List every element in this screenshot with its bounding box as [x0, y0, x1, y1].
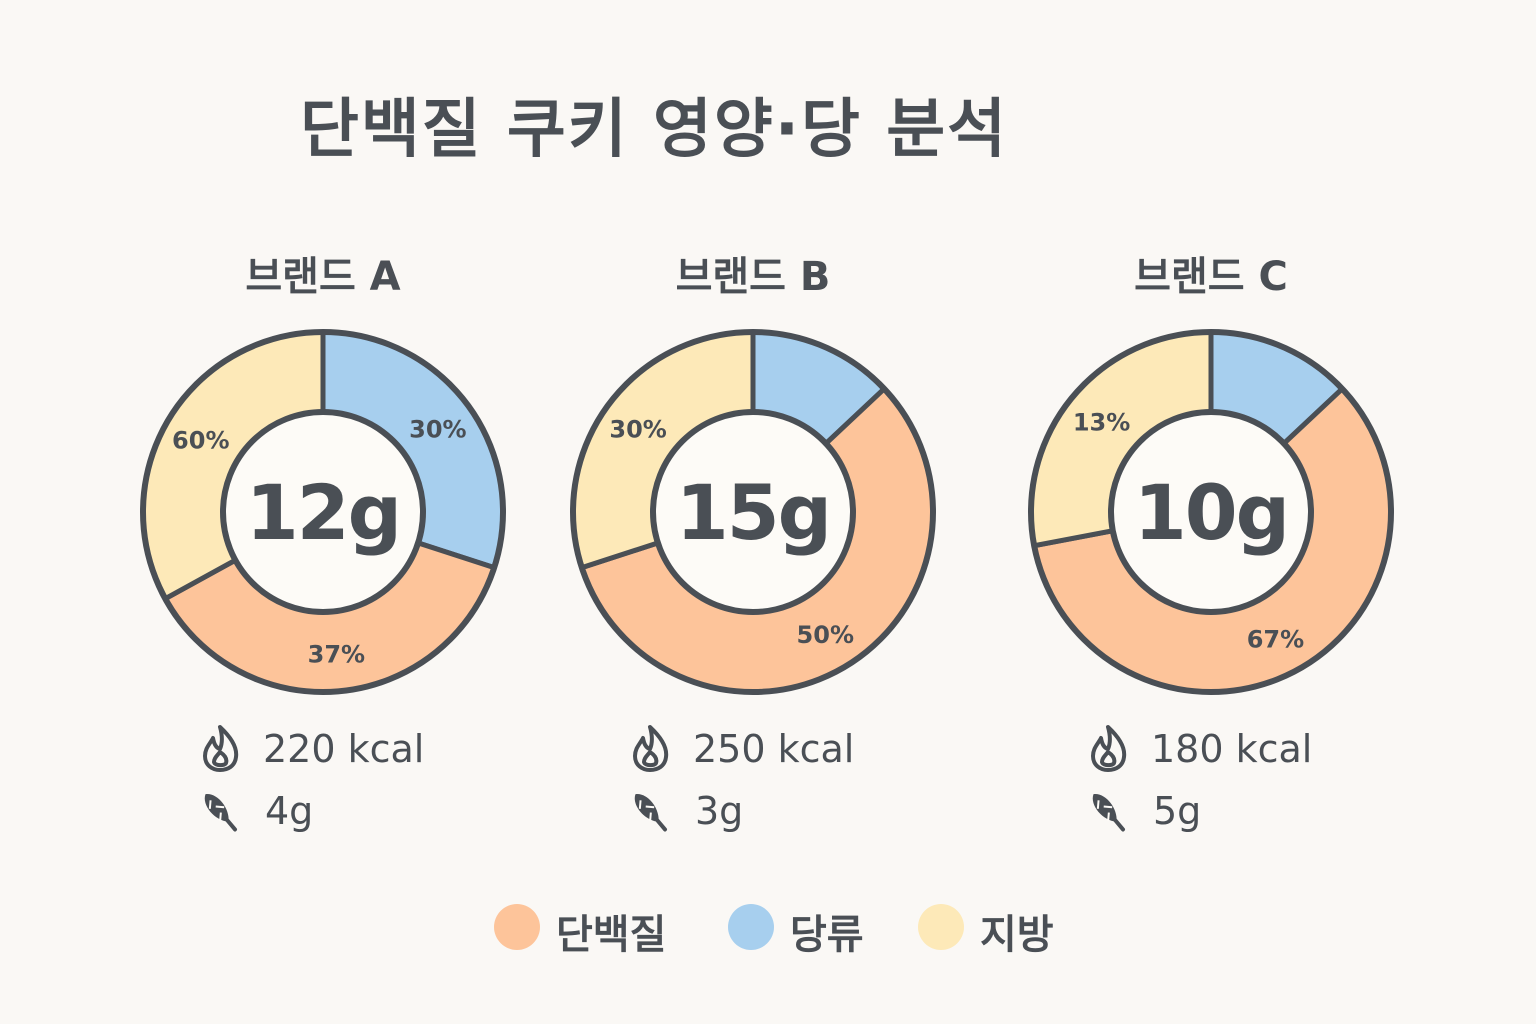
leaf-veins — [208, 800, 225, 822]
fiber-value: 3g — [695, 789, 743, 833]
donut-center — [220, 409, 426, 615]
brand-title: 브랜드 C — [1134, 254, 1288, 300]
center-value: 15g — [676, 468, 830, 557]
donut-outline — [140, 329, 506, 695]
legend-label-protein: 단백질 — [556, 912, 667, 958]
calories-value: 220 kcal — [263, 727, 424, 771]
slice-label: 67% — [1247, 626, 1304, 654]
leaf-veins — [638, 800, 655, 822]
donut-outline — [570, 329, 936, 695]
donut-chart-2: 브랜드 B 50% 30% 15g 250 kcal 3g — [570, 254, 936, 833]
legend-label-fat: 지방 — [980, 912, 1054, 958]
legend-label-sugar: 당류 — [790, 912, 864, 958]
flame-icon — [1091, 725, 1127, 772]
legend-swatch-protein — [494, 904, 540, 950]
legend-swatch-sugar — [728, 904, 774, 950]
flame-icon — [203, 725, 239, 772]
donut-chart-3: 브랜드 C 67% 13% 10g 180 kcal 5g — [1028, 254, 1394, 833]
brand-title: 브랜드 B — [676, 254, 831, 300]
fiber-value: 5g — [1153, 789, 1201, 833]
center-value: 10g — [1134, 468, 1288, 557]
leaf-icon — [204, 794, 237, 832]
slice-label: 37% — [308, 640, 365, 668]
center-value: 12g — [246, 468, 400, 557]
fiber-value: 4g — [265, 789, 313, 833]
brand-title: 브랜드 A — [245, 254, 400, 300]
leaf-stem — [225, 818, 237, 832]
calories-value: 250 kcal — [693, 727, 854, 771]
leaf-icon — [634, 794, 667, 832]
page-title: 단백질 쿠키 영양·당 분석 — [300, 93, 1008, 167]
slice-label: 50% — [797, 621, 854, 649]
slice-label: 30% — [409, 416, 466, 444]
leaf-stem — [655, 818, 667, 832]
slice-label: 30% — [609, 416, 666, 444]
leaf-stem — [1113, 818, 1125, 832]
donut-chart-1: 브랜드 A 30% 37% 60% 12g 220 kcal 4g — [140, 254, 506, 833]
legend-swatch-fat — [918, 904, 964, 950]
slice-label: 13% — [1073, 408, 1130, 436]
donut-center — [1108, 409, 1314, 615]
legend: 단백질 당류 지방 — [0, 898, 1536, 958]
leaf-veins — [1096, 800, 1113, 822]
calories-value: 180 kcal — [1151, 727, 1312, 771]
flame-icon — [633, 725, 669, 772]
leaf-icon — [1092, 794, 1125, 832]
slice-label: 60% — [172, 427, 229, 455]
donut-outline — [1028, 329, 1394, 695]
donut-center — [650, 409, 856, 615]
